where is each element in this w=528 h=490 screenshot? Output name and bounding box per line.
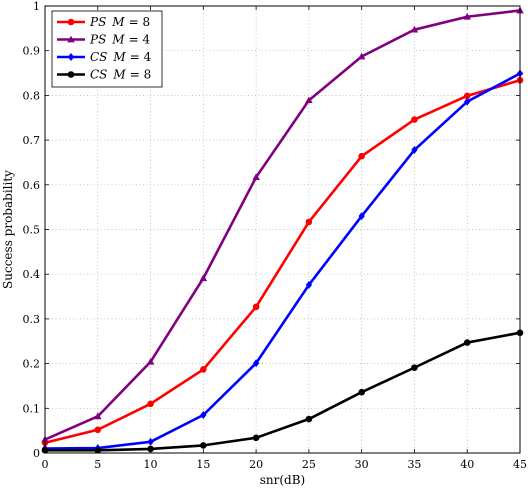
data-point bbox=[358, 388, 365, 396]
y-tick-label: 0.3 bbox=[23, 313, 41, 326]
data-point bbox=[411, 364, 418, 371]
data-point bbox=[200, 366, 207, 373]
legend-item-4: CS M = 8 bbox=[57, 68, 151, 82]
x-tick-label: 15 bbox=[196, 458, 210, 471]
data-point bbox=[358, 152, 365, 160]
y-tick-label: 0.7 bbox=[23, 134, 41, 147]
data-point bbox=[147, 445, 154, 453]
x-tick-label: 0 bbox=[42, 458, 49, 471]
series-line bbox=[45, 331, 521, 452]
x-axis-label: snr(dB) bbox=[260, 473, 306, 487]
x-tick-label: 40 bbox=[460, 458, 474, 471]
x-tick-label: 25 bbox=[302, 458, 316, 471]
data-point bbox=[93, 412, 102, 420]
data-point bbox=[411, 116, 418, 123]
data-point bbox=[200, 411, 207, 419]
data-point bbox=[464, 97, 471, 106]
y-tick-label: 0.8 bbox=[23, 89, 41, 102]
legend-label: PS M = 8 bbox=[89, 15, 150, 29]
y-tick-label: 0.5 bbox=[23, 224, 41, 237]
data-point bbox=[147, 437, 154, 446]
data-point bbox=[147, 400, 154, 408]
y-tick-label: 0.2 bbox=[23, 358, 41, 371]
series-3 bbox=[41, 69, 524, 453]
data-point bbox=[252, 359, 260, 368]
data-point bbox=[358, 212, 365, 221]
ticks: 0 5 10 15 20 25 30 35 40 45 0 0.1 0.2 0.3 0.4 0.5 0.6 0.7… bbox=[23, 0, 528, 471]
legend-item-3: CS M = 4 bbox=[57, 50, 152, 64]
data-point bbox=[411, 145, 418, 154]
legend-label: CS M = 8 bbox=[90, 68, 151, 82]
legend-item-2: PS M = 4 bbox=[57, 33, 150, 47]
data-point bbox=[199, 274, 208, 282]
legend-marker bbox=[67, 53, 75, 61]
x-tick-label: 30 bbox=[355, 458, 369, 471]
series-4 bbox=[41, 329, 524, 454]
data-point bbox=[410, 25, 419, 33]
x-tick-label: 5 bbox=[94, 458, 101, 471]
y-tick-label: 0.6 bbox=[23, 179, 41, 192]
data-point bbox=[94, 426, 102, 434]
data-point bbox=[305, 415, 313, 423]
data-point bbox=[305, 280, 313, 289]
series-line bbox=[44, 9, 521, 441]
x-tick-label: 35 bbox=[407, 458, 421, 471]
series-group bbox=[41, 6, 524, 454]
series-1 bbox=[41, 76, 524, 447]
data-point bbox=[463, 339, 471, 346]
grid bbox=[45, 6, 520, 453]
data-point bbox=[357, 52, 366, 60]
legend-label: CS M = 4 bbox=[90, 50, 152, 64]
legend-item-1: PS M = 8 bbox=[57, 15, 150, 29]
y-tick-label: 0.1 bbox=[23, 402, 41, 415]
legend: PS M = 8 PS M = 4 CS M = 4 CS M = 8 bbox=[51, 10, 163, 88]
data-point bbox=[463, 92, 471, 100]
legend-label: PS M = 4 bbox=[89, 33, 150, 47]
data-point bbox=[252, 173, 260, 181]
data-point bbox=[146, 358, 155, 365]
data-point bbox=[200, 442, 207, 449]
legend-marker bbox=[67, 35, 75, 43]
data-point bbox=[305, 218, 313, 226]
y-tick-label: 0.9 bbox=[23, 45, 41, 58]
x-tick-label: 20 bbox=[249, 458, 263, 471]
series-line bbox=[44, 78, 521, 444]
legend-marker bbox=[67, 18, 75, 26]
x-tick-label: 10 bbox=[144, 458, 158, 471]
y-tick-label: 0 bbox=[33, 447, 40, 460]
legend-marker bbox=[67, 71, 75, 78]
series-line bbox=[44, 72, 521, 450]
y-tick-label: 1 bbox=[33, 0, 40, 13]
y-tick-label: 0.4 bbox=[23, 268, 41, 281]
data-point bbox=[252, 303, 260, 311]
x-tick-label: 45 bbox=[513, 458, 527, 471]
data-point bbox=[305, 96, 313, 104]
data-point bbox=[463, 12, 472, 20]
y-axis-label: Success probability bbox=[1, 170, 15, 289]
data-point bbox=[252, 434, 260, 442]
